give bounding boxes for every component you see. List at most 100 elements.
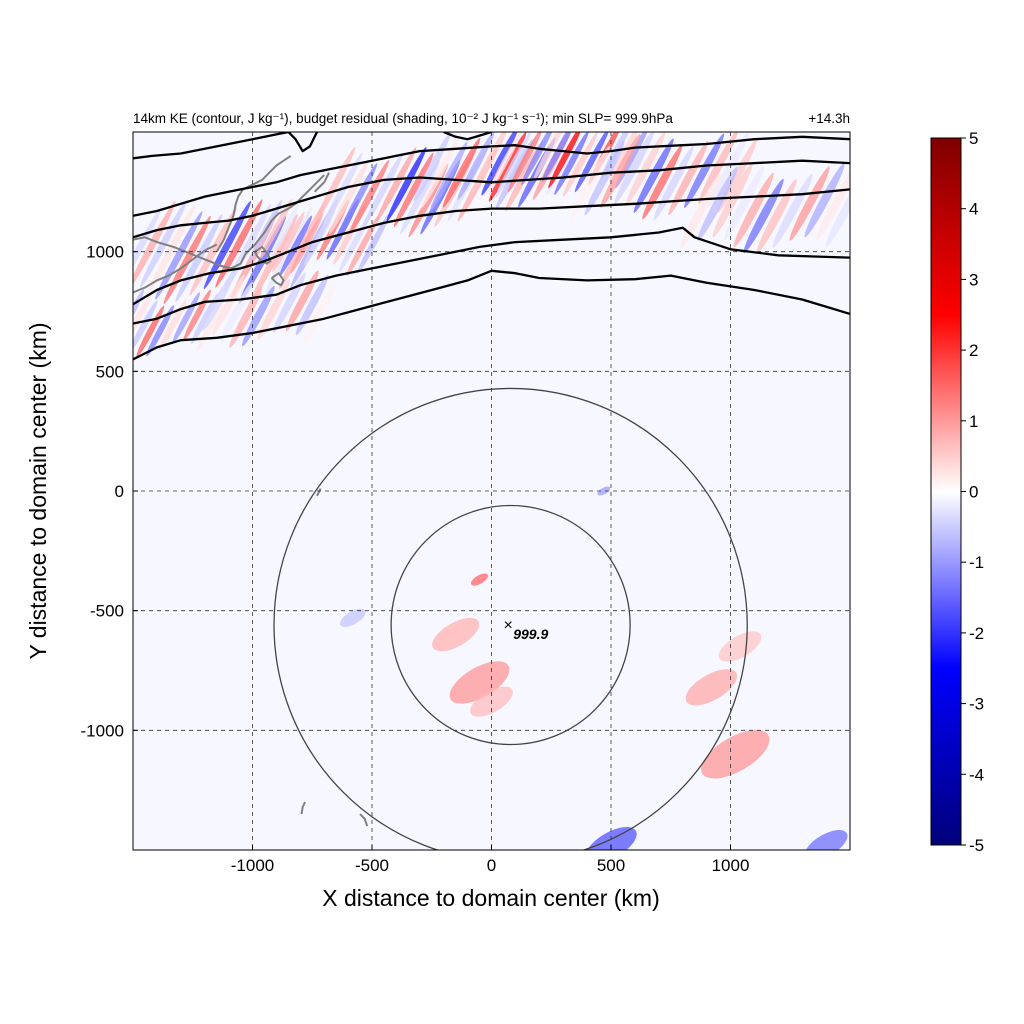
residual-streak (481, 132, 519, 196)
coastline (133, 174, 325, 270)
residual-streak (272, 211, 305, 272)
residual-streak (203, 200, 252, 290)
x-tick-label: 500 (597, 856, 625, 875)
residual-blob (597, 486, 611, 496)
residual-streak (698, 132, 739, 204)
residual-blob (470, 573, 489, 586)
ke-contour (287, 132, 319, 153)
colorbar-tick-label: -3 (969, 695, 984, 714)
residual-streak (295, 274, 329, 336)
residual-streak (712, 162, 753, 238)
residual-streak (241, 285, 275, 347)
ke-contour (133, 226, 850, 325)
residual-streak (303, 282, 337, 343)
colorbar-tick-label: 5 (969, 129, 978, 148)
colorbar-tick-label: -5 (969, 836, 984, 855)
residual-feature (680, 162, 850, 254)
colorbar-tick-label: 1 (969, 412, 978, 431)
storm-center-layer: × 999.9 (504, 617, 549, 642)
residual-streak (470, 132, 509, 195)
coastline-layer (133, 155, 369, 827)
residual-streak (569, 146, 610, 221)
colorbar-tick-label: -1 (969, 553, 984, 572)
residual-streak (772, 173, 813, 249)
residual-streak (386, 147, 427, 222)
residual-streak (146, 305, 174, 357)
residual-streak (272, 272, 306, 334)
residual-streak (533, 132, 569, 181)
residual-blob (432, 617, 480, 652)
colorbar-tick-label: -2 (969, 624, 984, 643)
colorbar-tick-label: 4 (969, 200, 978, 219)
residual-feature (470, 573, 489, 586)
x-tick-label: 1000 (712, 856, 750, 875)
residual-streak (743, 178, 784, 254)
y-tick-label: -500 (90, 602, 124, 621)
residual-streak (393, 152, 434, 228)
residual-streak (266, 204, 299, 265)
coastline (313, 172, 330, 193)
residual-streak (349, 159, 390, 235)
residual-feature (804, 830, 848, 850)
plot-area: × 999.9 (133, 132, 850, 850)
coastline (133, 243, 218, 294)
ke-contour (133, 132, 289, 160)
storm-center-marker: × (504, 617, 513, 634)
residual-feature (685, 669, 738, 706)
residual-streak (212, 274, 245, 336)
plot-title: 14km KE (contour, J kg⁻¹), budget residu… (133, 111, 673, 126)
residual-blob (449, 661, 510, 704)
residual-streak (257, 279, 291, 340)
ke-contour (133, 159, 850, 239)
residual-streak (542, 132, 578, 182)
residual-feature (449, 661, 510, 704)
residual-streak (733, 172, 774, 248)
residual-streak (521, 132, 557, 186)
residual-streak (259, 199, 293, 260)
residual-streak (155, 211, 203, 300)
ke-contour (133, 188, 850, 306)
residual-streak (420, 138, 459, 209)
residual-feature (569, 132, 758, 221)
residual-streak (697, 166, 738, 241)
residual-streak (363, 152, 404, 228)
coastline (359, 813, 369, 827)
y-tick-label: 500 (96, 362, 124, 381)
residual-streak (328, 159, 369, 235)
residual-streak (789, 166, 830, 241)
residual-streak (175, 214, 223, 303)
residual-streak (346, 215, 380, 276)
ke-contour (133, 135, 850, 217)
x-axis-ticks: -1000 -500 0 500 1000 (231, 845, 750, 875)
radius-ring (390, 504, 631, 746)
residual-streak (756, 179, 797, 254)
x-tick-label: -1000 (231, 856, 274, 875)
residual-streak (724, 165, 765, 241)
residual-streak (562, 132, 598, 197)
ke-contour (443, 132, 492, 141)
residual-streak (717, 138, 758, 214)
residual-feature (432, 617, 480, 652)
time-label: +14.3h (808, 111, 850, 126)
residual-blob (340, 608, 366, 627)
coastline (270, 271, 285, 287)
residual-feature (597, 486, 611, 496)
residual-streak (708, 132, 750, 207)
colorbar-tick-label: 2 (969, 341, 978, 360)
storm-center-label: 999.9 (513, 626, 548, 642)
residual-streak (229, 286, 263, 348)
residual-streak (642, 144, 683, 220)
residual-streak (804, 162, 845, 238)
residual-streak (625, 132, 666, 207)
residual-streak (337, 163, 378, 238)
residual-streak (357, 212, 390, 274)
residual-streak (133, 292, 152, 345)
x-tick-label: -500 (355, 856, 389, 875)
residual-streak (133, 300, 158, 352)
residual-feature (340, 608, 366, 627)
residual-streak (488, 132, 527, 202)
y-axis-ticks: -1000 -500 0 500 1000 (81, 243, 138, 740)
radius-ring (273, 387, 748, 850)
residual-feature (718, 631, 762, 662)
